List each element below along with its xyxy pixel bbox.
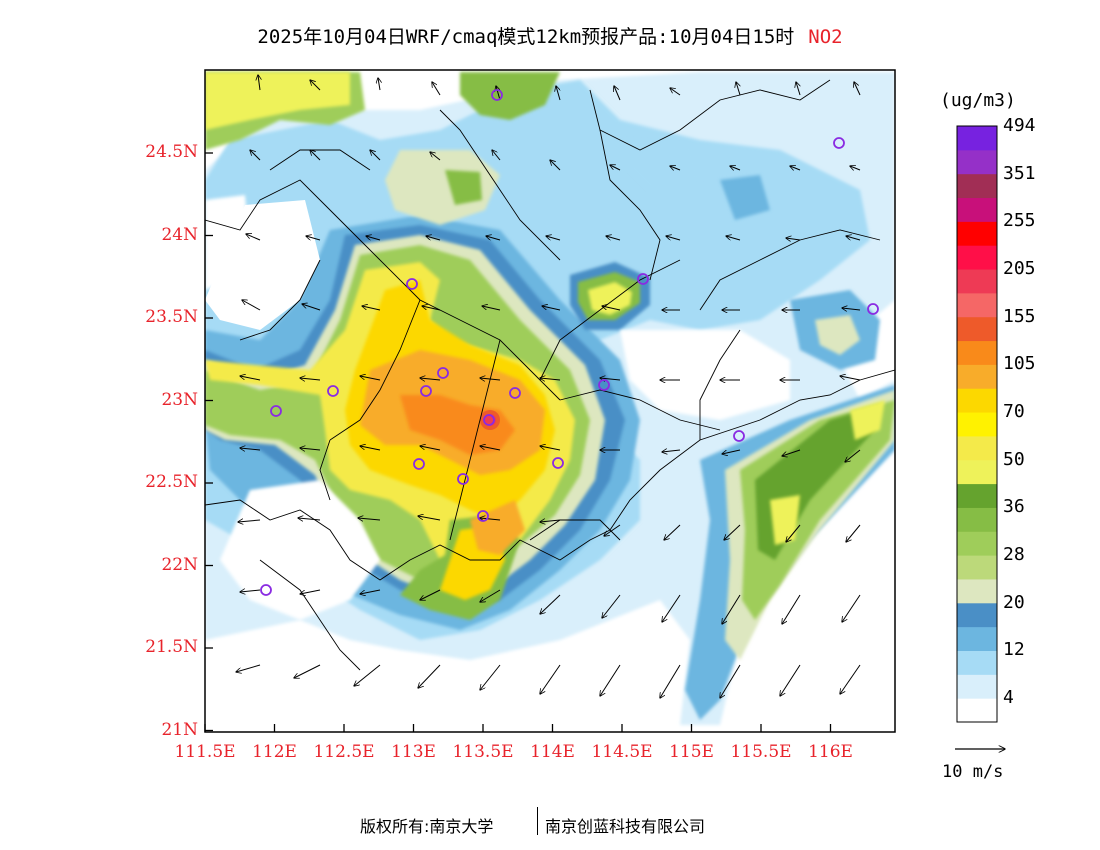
colorbar-segment — [957, 292, 997, 318]
station-marker-icon — [406, 278, 418, 290]
colorbar-label: 28 — [1003, 544, 1025, 566]
colorbar-segment — [957, 531, 997, 556]
longitude-label: 113E — [391, 742, 436, 762]
station-marker-icon — [457, 473, 469, 485]
colorbar-frame — [956, 125, 998, 723]
latitude-label: 22N — [161, 554, 198, 575]
station-marker-icon — [483, 414, 495, 426]
longitude-label: 112.5E — [313, 742, 375, 762]
station-marker-icon — [867, 303, 879, 315]
station-marker-icon — [437, 367, 449, 379]
station-marker-icon — [270, 405, 282, 417]
colorbar-segment — [957, 674, 997, 699]
station-marker-icon — [413, 458, 425, 470]
footer-company: 南京创蓝科技有限公司 — [545, 817, 706, 836]
wind-scale-label: 10 m/s — [942, 762, 1004, 782]
colorbar-label: 50 — [1003, 448, 1025, 470]
colorbar-segment — [957, 126, 997, 151]
colorbar-segment — [957, 578, 997, 604]
colorbar-segment — [957, 412, 997, 437]
station-marker-icon — [327, 385, 339, 397]
longitude-label: 116E — [808, 742, 853, 762]
latitude-label: 24.5N — [145, 142, 198, 162]
colorbar-segment — [957, 626, 997, 651]
colorbar-label: 255 — [1003, 210, 1036, 232]
colorbar-label: 155 — [1003, 305, 1036, 327]
station-marker-icon — [477, 510, 489, 522]
longitude-label: 111.5E — [174, 742, 236, 762]
colorbar-label: 36 — [1003, 496, 1025, 518]
station-marker-icon — [598, 379, 610, 391]
latitude-label: 24N — [161, 224, 198, 245]
colorbar-label: 351 — [1003, 162, 1036, 184]
colorbar-segment — [957, 269, 997, 294]
colorbar-segment — [957, 197, 997, 222]
longitude-label: 113.5E — [452, 742, 514, 762]
colorbar-segment — [957, 698, 997, 723]
longitude-label: 115.5E — [730, 742, 792, 762]
colorbar-label: 20 — [1003, 591, 1025, 613]
footer-copyright: 版权所有:南京大学 — [360, 817, 494, 836]
colorbar-segment — [957, 555, 997, 580]
colorbar-label: 105 — [1003, 353, 1036, 375]
colorbar-label: 70 — [1003, 401, 1025, 423]
latitude-label: 22.5N — [145, 472, 198, 492]
colorbar-segment — [957, 364, 997, 389]
colorbar-segment — [957, 435, 997, 461]
footer-separator — [537, 807, 538, 835]
concentration-field — [205, 70, 895, 732]
station-marker-icon — [833, 137, 845, 149]
map-title: 2025年10月04日WRF/cmaq模式12km预报产品:10月04日15时 N… — [0, 22, 1100, 49]
colorbar-segment — [957, 507, 997, 532]
longitude-label: 114.5E — [591, 742, 653, 762]
station-marker-icon — [491, 89, 503, 101]
colorbar — [957, 126, 997, 723]
colorbar-segment — [957, 483, 997, 508]
station-marker-icon — [552, 457, 564, 469]
latitude-label: 23.5N — [145, 307, 198, 327]
colorbar-segment — [957, 149, 997, 175]
colorbar-label: 12 — [1003, 639, 1025, 661]
colorbar-segment — [957, 245, 997, 270]
longitude-label: 114E — [530, 742, 575, 762]
colorbar-label: 205 — [1003, 258, 1036, 280]
colorbar-label: 4 — [1003, 687, 1014, 709]
colorbar-segment — [957, 388, 997, 413]
latitude-label: 21.5N — [145, 637, 198, 657]
station-marker-icon — [260, 584, 272, 596]
latitude-label: 21N — [161, 719, 198, 740]
station-marker-icon — [509, 387, 521, 399]
unit-label: (ug/m3) — [940, 90, 1016, 111]
colorbar-segment — [957, 602, 997, 628]
monitoring-stations — [260, 89, 879, 596]
colorbar-segment — [957, 221, 997, 246]
title-text: 2025年10月04日WRF/cmaq模式12km预报产品:10月04日15时 — [257, 26, 795, 48]
pollutant-label: NO2 — [808, 26, 843, 48]
colorbar-label: 494 — [1003, 115, 1036, 136]
station-marker-icon — [637, 273, 649, 285]
station-marker-icon — [420, 385, 432, 397]
longitude-label: 115E — [669, 742, 714, 762]
colorbar-segment — [957, 650, 997, 675]
longitude-label: 112E — [252, 742, 297, 762]
colorbar-segment — [957, 340, 997, 365]
colorbar-segment — [957, 316, 997, 342]
colorbar-segment — [957, 459, 997, 485]
station-marker-icon — [733, 430, 745, 442]
colorbar-segment — [957, 173, 997, 199]
latitude-label: 23N — [161, 389, 198, 410]
